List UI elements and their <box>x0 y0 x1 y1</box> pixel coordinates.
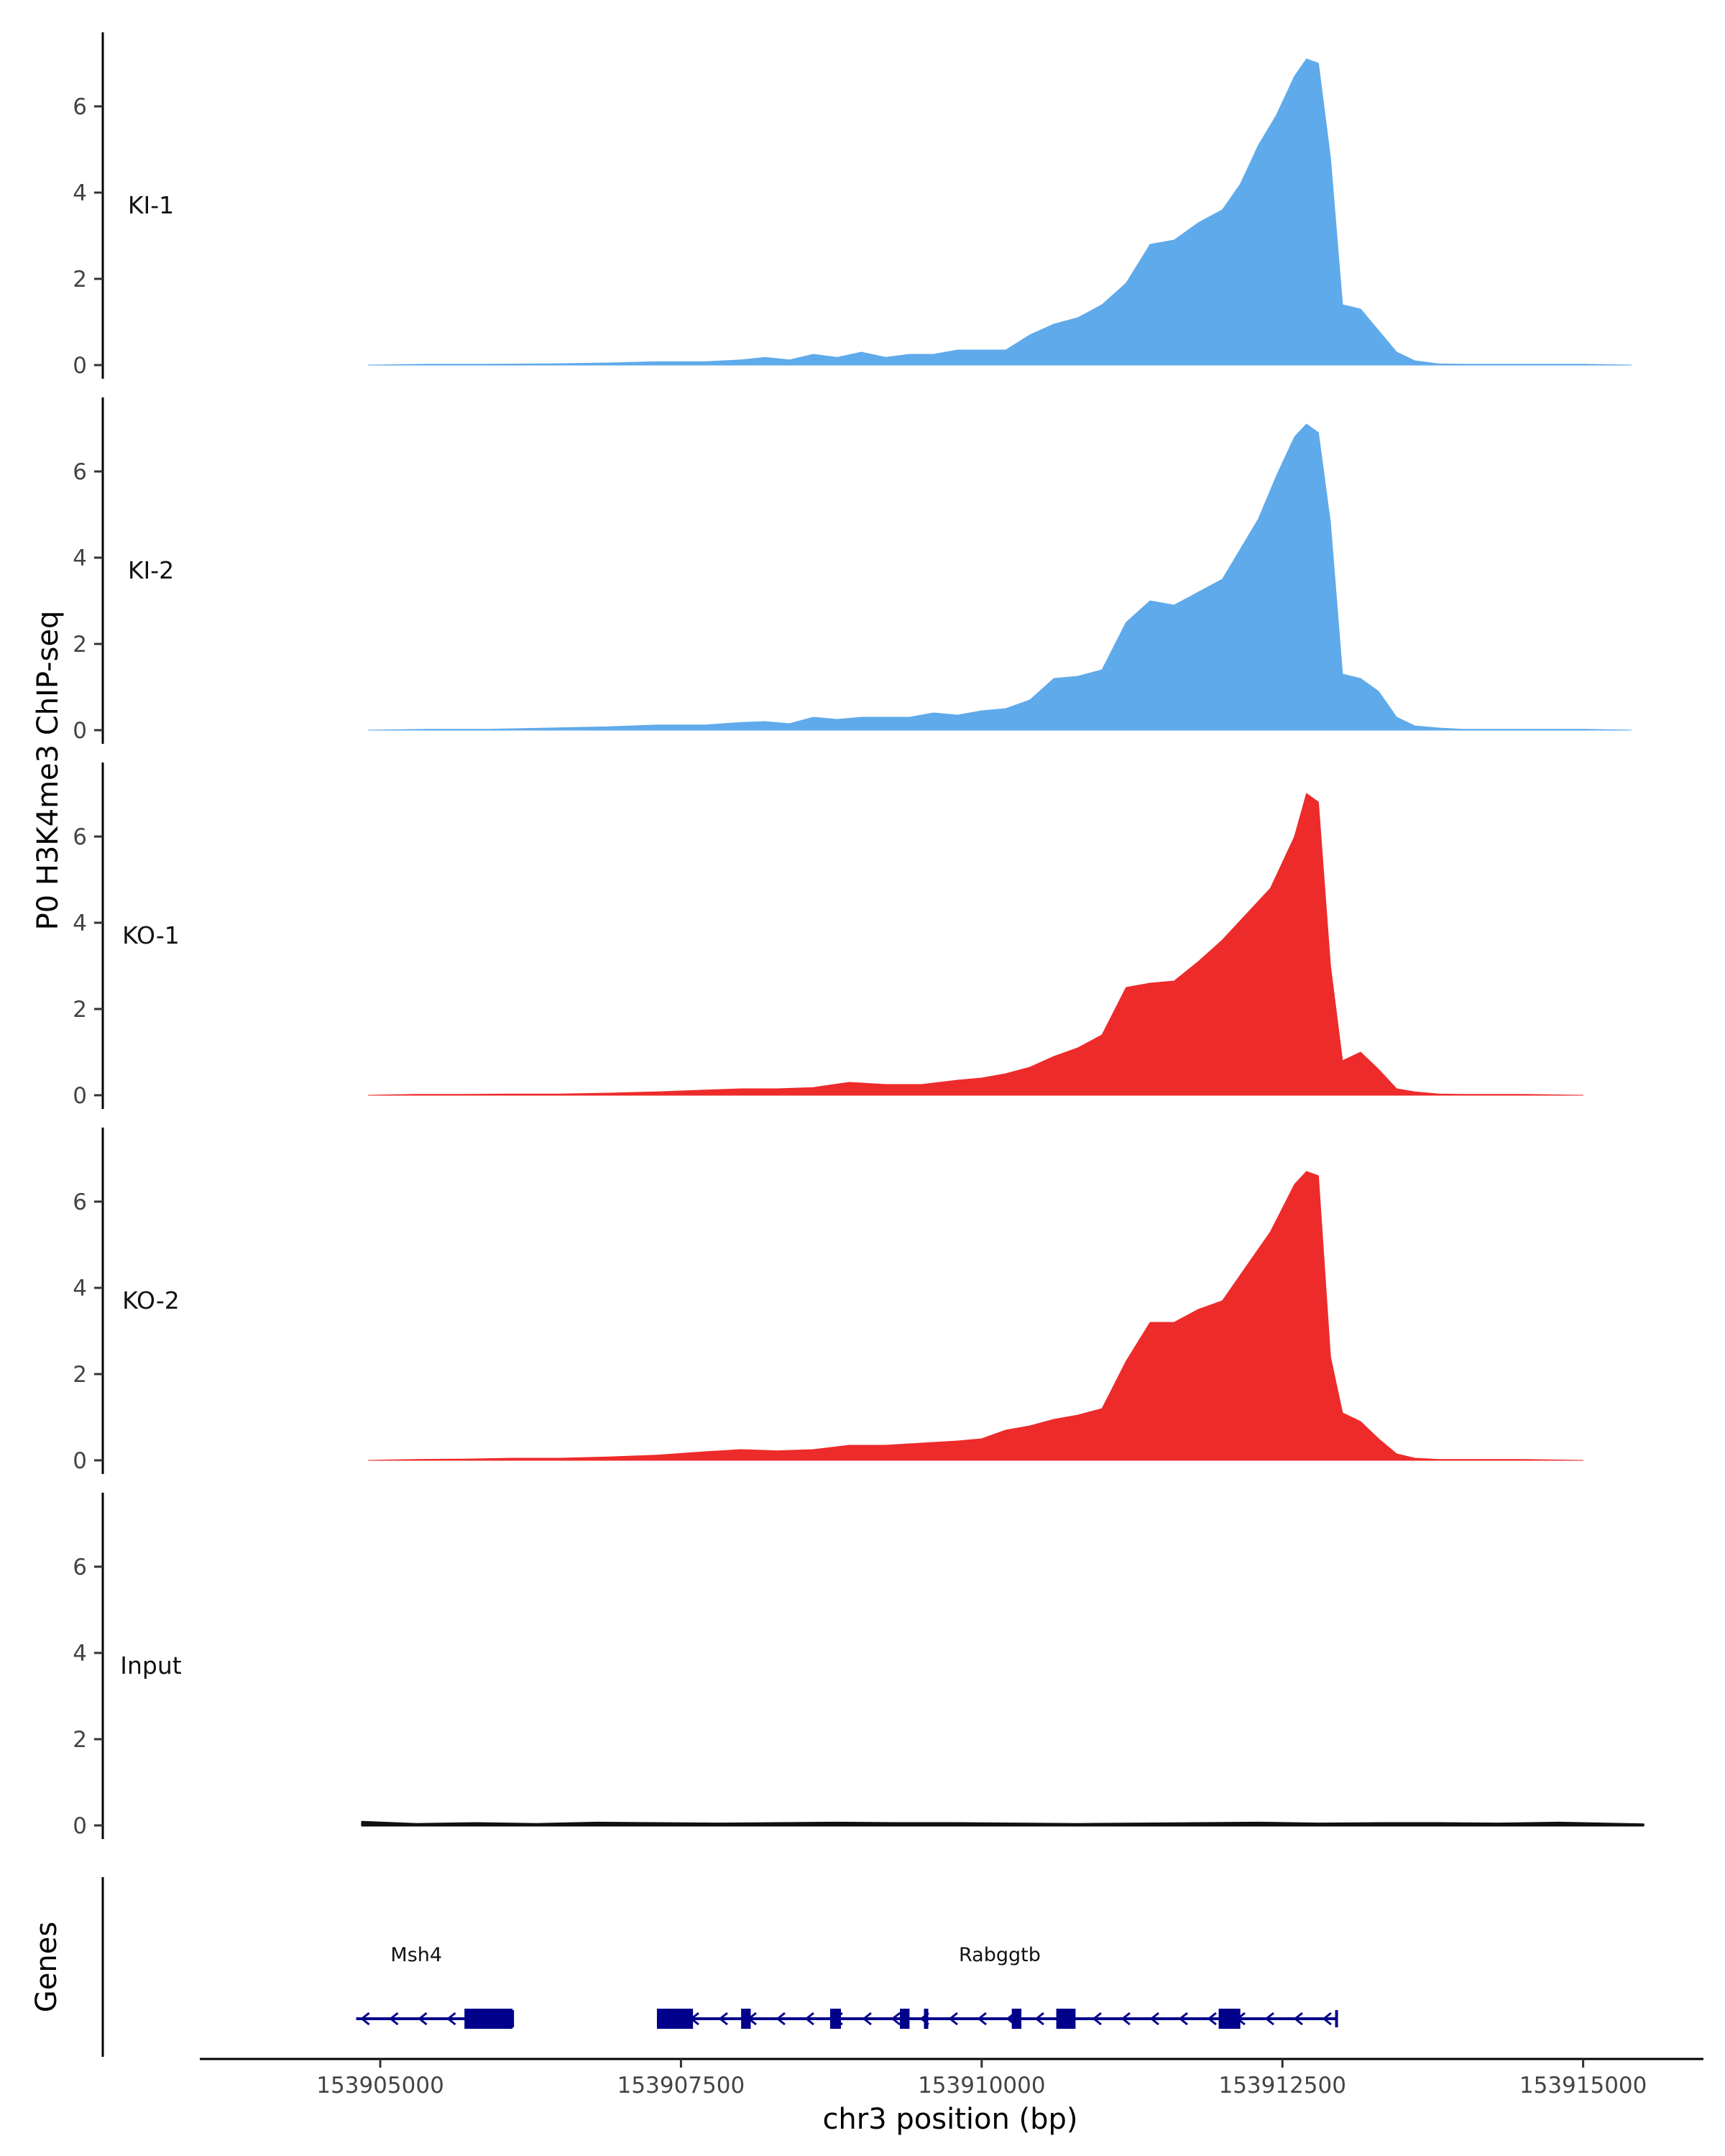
strand-arrow <box>1121 2012 1131 2026</box>
track-ko-1: 0 2 4 6 KO-1 <box>73 763 1584 1109</box>
strand-arrow <box>389 2012 399 2026</box>
area-ki-2 <box>367 423 1632 731</box>
strand-arrow <box>1178 2012 1188 2026</box>
y-tick-label: 0 <box>73 353 87 379</box>
gene-rabggtb: Rabggtb <box>656 1944 1338 2029</box>
y-tick-label: 6 <box>73 824 87 850</box>
strand-arrow <box>891 2012 901 2026</box>
area-ki-1 <box>367 58 1632 366</box>
y-tick-label: 6 <box>73 1554 87 1580</box>
y-tick-label: 0 <box>73 1813 87 1839</box>
track-ki-1: 0 2 4 6 KI-1 <box>73 32 1632 379</box>
gene-msh4: Msh4 <box>356 1944 515 2029</box>
track-panels: 0 2 4 6 KI-1 0 2 4 6 KI-2 0 2 4 6 KO-1 0 2 4 6 KO-2 0 2 4 6 Inpu… <box>73 32 1644 1839</box>
genes-axis-title: Genes <box>30 1922 63 2012</box>
x-tick-label: 153912500 <box>1218 2073 1346 2099</box>
track-ki-2: 0 2 4 6 KI-2 <box>73 397 1632 744</box>
area-ko-2 <box>367 1171 1584 1461</box>
strand-arrow <box>1034 2012 1044 2026</box>
strand-arrow <box>948 2012 958 2026</box>
exon <box>1218 2009 1241 2029</box>
x-axis-title: chr3 position (bp) <box>822 2103 1077 2136</box>
strand-arrow <box>776 2012 786 2026</box>
y-tick-label: 2 <box>73 997 87 1023</box>
x-tick-label: 153905000 <box>316 2073 444 2099</box>
y-tick-label: 6 <box>73 94 87 120</box>
y-axis-title: P0 H3K4me3 ChIP-seq <box>32 611 65 931</box>
gene-label: Msh4 <box>390 1944 442 1966</box>
track-label: Input <box>120 1651 182 1680</box>
y-tick-label: 4 <box>73 911 87 936</box>
strand-arrow <box>1092 2012 1102 2026</box>
strand-arrow <box>718 2012 728 2026</box>
y-tick-label: 0 <box>73 1448 87 1474</box>
strand-arrow <box>360 2012 370 2026</box>
x-tick-label: 153907500 <box>617 2073 745 2099</box>
y-tick-label: 2 <box>73 1362 87 1388</box>
exon <box>829 2009 842 2029</box>
exon <box>900 2009 910 2029</box>
y-tick-label: 4 <box>73 1276 87 1302</box>
y-tick-label: 4 <box>73 180 87 206</box>
gene-label: Rabggtb <box>959 1944 1041 1966</box>
y-tick-label: 6 <box>73 459 87 485</box>
area-ko-1 <box>367 793 1584 1096</box>
y-tick-label: 2 <box>73 1727 87 1753</box>
y-tick-label: 6 <box>73 1189 87 1215</box>
strand-arrow <box>1293 2012 1303 2026</box>
x-tick-label: 153915000 <box>1519 2073 1647 2099</box>
strand-arrow <box>1264 2012 1274 2026</box>
x-ticks: 153905000 153907500 153910000 153912500 1539… <box>316 2059 1647 2099</box>
x-axis: 153905000 153907500 153910000 153912500 1539… <box>200 2058 1703 2136</box>
genes-panel: Genes Msh4 Rabggtb <box>30 1877 1338 2057</box>
area-input <box>361 1820 1644 1827</box>
exon <box>1011 2009 1022 2029</box>
track-label: KI-1 <box>128 191 174 219</box>
y-tick-label: 0 <box>73 1083 87 1109</box>
y-tick-label: 4 <box>73 1641 87 1667</box>
strand-arrow <box>446 2012 456 2026</box>
strand-arrow <box>418 2012 428 2026</box>
gene-models: Msh4 Rabggtb <box>356 1944 1338 2029</box>
exon <box>924 2009 929 2029</box>
strand-arrow <box>862 2012 872 2026</box>
y-tick-label: 2 <box>73 267 87 292</box>
strand-arrow <box>1207 2012 1217 2026</box>
strand-arrow <box>1149 2012 1159 2026</box>
strand-arrow <box>977 2012 987 2026</box>
track-label: KO-1 <box>122 921 180 949</box>
y-tick-label: 0 <box>73 718 87 744</box>
strand-arrow <box>1322 2012 1332 2026</box>
exon <box>1056 2009 1076 2029</box>
track-label: KI-2 <box>128 556 174 584</box>
y-tick-label: 2 <box>73 632 87 658</box>
track-input: 0 2 4 6 Input <box>73 1493 1644 1839</box>
exon <box>656 2009 694 2029</box>
track-label: KO-2 <box>122 1286 180 1314</box>
strand-arrow <box>804 2012 814 2026</box>
x-tick-label: 153910000 <box>918 2073 1046 2099</box>
exon <box>741 2009 751 2029</box>
track-ko-2: 0 2 4 6 KO-2 <box>73 1128 1584 1474</box>
exon <box>464 2009 513 2029</box>
y-tick-label: 4 <box>73 545 87 571</box>
